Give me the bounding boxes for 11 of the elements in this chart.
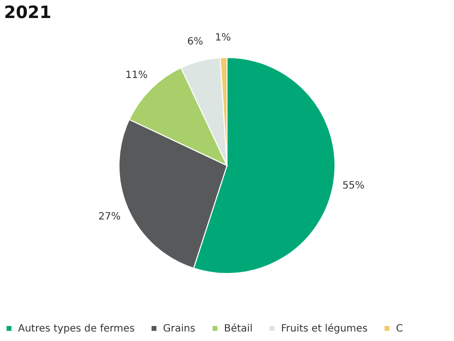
- legend-label: Fruits et légumes: [281, 323, 368, 334]
- legend-label: C: [396, 323, 403, 334]
- data-label: 1%: [215, 32, 231, 44]
- chart-title: 2021: [4, 3, 52, 23]
- data-label: 55%: [342, 180, 365, 192]
- data-label: 11%: [125, 70, 148, 81]
- legend-label: Bétail: [224, 323, 253, 334]
- data-label: 6%: [187, 36, 204, 48]
- legend-label: Autres types de fermes: [18, 323, 135, 334]
- data-label: 27%: [98, 211, 121, 222]
- legend-label: Grains: [163, 323, 196, 334]
